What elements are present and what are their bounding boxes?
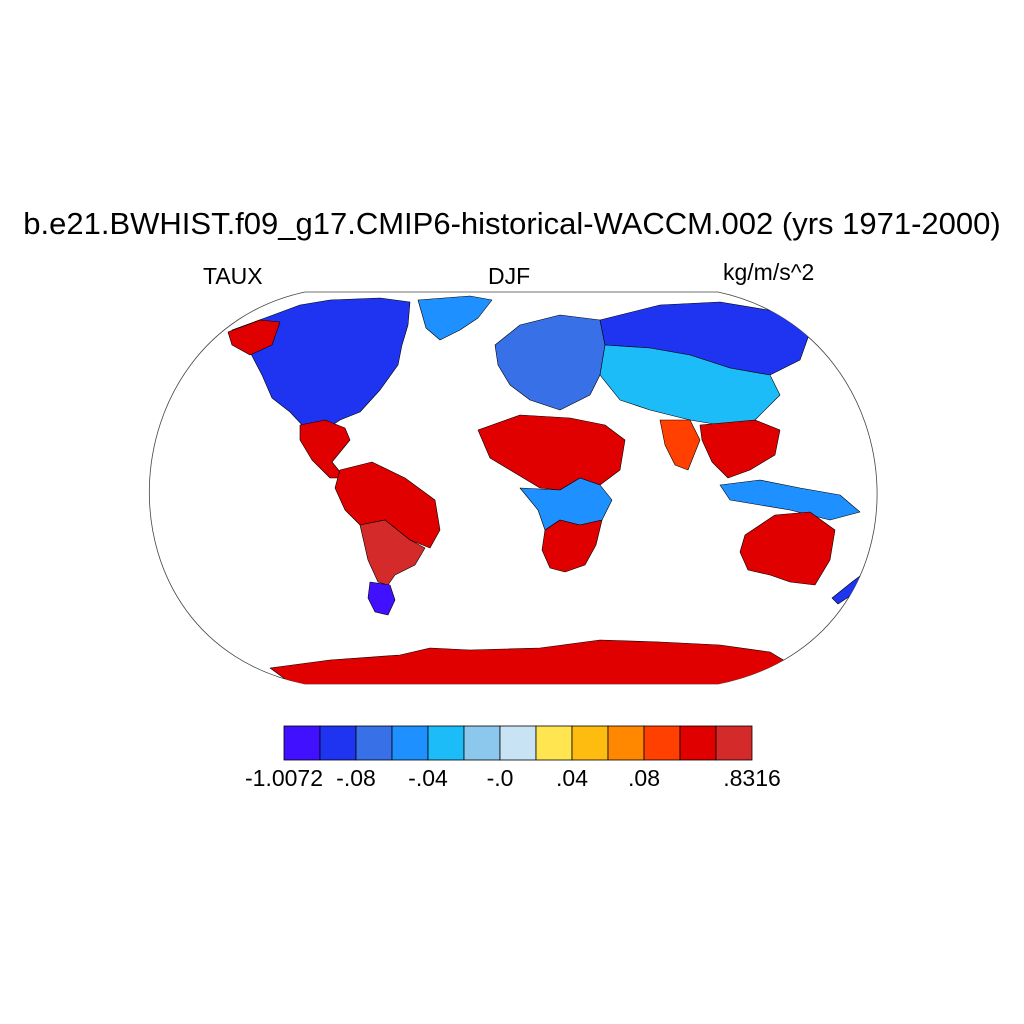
region-alaska-west xyxy=(227,319,281,356)
colorbar-box xyxy=(391,725,429,761)
colorbar-label: -.0 xyxy=(486,765,514,791)
colorbar-box xyxy=(355,725,393,761)
colorbar-label: -.08 xyxy=(336,765,376,791)
colorbar-box xyxy=(607,725,645,761)
colorbar-label: -1.0072 xyxy=(244,765,324,791)
colorbar-box xyxy=(427,725,465,761)
colorbar-label: .04 xyxy=(556,765,588,791)
region-gulf-coast-mexico xyxy=(299,419,351,479)
region-south-america-south xyxy=(359,519,426,586)
units-label: kg/m/s^2 xyxy=(723,259,815,285)
region-maritime-continent xyxy=(719,479,861,521)
colorbar-box xyxy=(499,725,537,761)
colorbar-label: -.04 xyxy=(408,765,448,791)
region-antarctica xyxy=(269,639,801,684)
region-south-africa xyxy=(541,519,603,573)
colorbar-label: .08 xyxy=(628,765,660,791)
region-australia xyxy=(739,511,836,586)
colorbar-box xyxy=(535,725,573,761)
region-patagonia xyxy=(367,581,396,616)
colorbar-box xyxy=(643,725,681,761)
region-southeast-asia xyxy=(699,419,781,479)
region-europe xyxy=(494,314,606,411)
colorbar-box xyxy=(319,725,357,761)
region-india xyxy=(659,419,701,471)
variable-label: TAUX xyxy=(203,263,263,289)
region-greenland xyxy=(417,295,493,341)
season-label: DJF xyxy=(488,263,531,289)
colorbar-box xyxy=(679,725,717,761)
colorbar-box xyxy=(715,725,753,761)
plot-title: b.e21.BWHIST.f09_g17.CMIP6-historical-WA… xyxy=(23,206,1001,241)
colorbar-label: .8316 xyxy=(723,765,781,791)
colorbar-box xyxy=(283,725,321,761)
colorbar-box xyxy=(463,725,501,761)
region-south-america-north xyxy=(334,461,441,549)
colorbar-box xyxy=(571,725,609,761)
